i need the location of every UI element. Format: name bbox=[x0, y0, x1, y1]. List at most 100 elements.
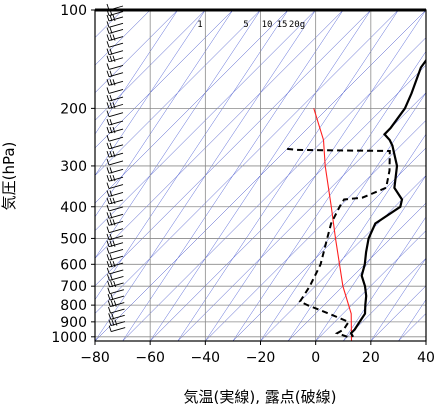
wind-barb-feather bbox=[106, 233, 110, 240]
wind-barb bbox=[106, 126, 124, 134]
mixing-ratio-label: 10 bbox=[262, 20, 273, 30]
wind-barb bbox=[106, 260, 124, 268]
wind-barb bbox=[106, 41, 124, 48]
isotherm-line bbox=[95, 10, 289, 204]
x-tick-label: −20 bbox=[246, 350, 276, 366]
wind-barb-feather bbox=[109, 48, 113, 55]
wind-barb-feather bbox=[107, 287, 111, 294]
wind-barb-feather bbox=[108, 325, 112, 332]
wind-barb-feather bbox=[112, 197, 116, 205]
mixing-ratio-label: 15 bbox=[277, 20, 288, 30]
x-tick-label: 0 bbox=[311, 350, 320, 366]
y-tick-label: 800 bbox=[60, 298, 87, 314]
wind-barb-feather bbox=[106, 48, 110, 55]
wind-barb-feather bbox=[112, 79, 116, 86]
wind-barb-feather bbox=[107, 274, 110, 281]
wind-barb-feather bbox=[106, 70, 110, 77]
wind-barb-feather bbox=[110, 280, 114, 288]
wind-barb-feather bbox=[106, 87, 110, 94]
mixing-ratio-label: 20g bbox=[289, 20, 305, 30]
guide-line bbox=[95, 10, 178, 135]
wind-barb bbox=[106, 182, 124, 190]
wind-barb bbox=[106, 21, 124, 28]
wind-barb bbox=[106, 63, 124, 70]
wind-barb-feather bbox=[109, 151, 113, 158]
wind-barb bbox=[108, 313, 125, 320]
wind-barb-feather bbox=[106, 102, 110, 109]
mixing-ratio-label: 5 bbox=[243, 20, 248, 30]
wind-barb-feather bbox=[108, 313, 112, 320]
wind-barb-staff bbox=[109, 289, 124, 295]
wind-barb-feather bbox=[106, 151, 110, 158]
wind-barb-feather bbox=[109, 142, 113, 149]
y-tick-label: 200 bbox=[60, 101, 87, 117]
wind-barb-feather bbox=[106, 27, 110, 34]
wind-barb-feather bbox=[110, 293, 114, 301]
wind-barb-feather bbox=[106, 260, 110, 268]
wind-barb-feather bbox=[109, 167, 113, 174]
labels: 気温(実線), 露点(破線) 気圧(hPa) bbox=[0, 142, 336, 406]
wind-barb-staff bbox=[108, 112, 124, 118]
wind-barb-staff bbox=[110, 308, 125, 314]
wind-barb-staff bbox=[109, 269, 124, 275]
wind-barb-feather bbox=[106, 126, 110, 134]
wind-barb bbox=[106, 167, 124, 174]
wind-barb-staff bbox=[108, 22, 124, 28]
wind-barb-staff bbox=[108, 42, 124, 48]
wind-barb bbox=[106, 94, 124, 102]
wind-barb-feather bbox=[106, 219, 110, 226]
wind-barb-feather bbox=[109, 55, 113, 62]
wind-barb-feather bbox=[109, 118, 113, 126]
wind-barb-staff bbox=[108, 160, 124, 166]
wind-barb bbox=[106, 151, 124, 158]
wind-barb-feather bbox=[113, 280, 117, 288]
wind-barb-feather bbox=[112, 175, 116, 182]
wind-barb bbox=[106, 48, 124, 56]
wind-barb-staff bbox=[108, 249, 124, 254]
wind-barb bbox=[106, 135, 124, 142]
background-grid bbox=[95, 10, 426, 341]
isotherm-line bbox=[95, 10, 344, 259]
wind-barb-feather bbox=[112, 14, 116, 22]
wind-barb-feather bbox=[109, 102, 113, 109]
wind-barb-feather bbox=[106, 79, 110, 86]
y-tick-label: 900 bbox=[60, 315, 87, 331]
wind-barb-feather bbox=[111, 313, 115, 320]
y-axis-title: 気圧(hPa) bbox=[0, 142, 18, 211]
y-tick-label: 700 bbox=[60, 279, 87, 295]
y-tick-label: 500 bbox=[60, 231, 87, 247]
wind-barb bbox=[107, 274, 124, 281]
wind-barb-feather bbox=[106, 94, 110, 102]
x-tick-label: 20 bbox=[362, 350, 380, 366]
wind-barb bbox=[106, 102, 124, 109]
wind-barb bbox=[106, 14, 124, 22]
wind-barb-feather bbox=[106, 167, 110, 174]
wind-barb bbox=[106, 267, 124, 275]
x-tick-label: −40 bbox=[191, 350, 221, 366]
wind-barb-feather bbox=[109, 79, 113, 86]
wind-barb-feather bbox=[106, 158, 110, 166]
wind-barb-feather bbox=[109, 190, 113, 197]
wind-barb bbox=[106, 226, 124, 234]
wind-barb-feather bbox=[112, 240, 116, 247]
wind-barb-feather bbox=[108, 306, 111, 314]
dewpoint-line bbox=[287, 147, 391, 338]
wind-barb bbox=[106, 233, 124, 241]
wind-barb-staff bbox=[108, 206, 124, 212]
wind-barb-feather bbox=[112, 151, 116, 158]
wind-barb bbox=[106, 55, 124, 63]
wind-barb bbox=[108, 306, 125, 314]
wind-barb bbox=[106, 158, 124, 166]
wind-barb-feather bbox=[106, 212, 110, 219]
wind-barb bbox=[107, 300, 125, 307]
wind-barb-staff bbox=[108, 184, 124, 190]
wind-barb bbox=[106, 110, 124, 118]
guide-line bbox=[95, 10, 206, 176]
wind-barb bbox=[106, 79, 124, 86]
wind-barb bbox=[106, 197, 124, 205]
wind-barb-feather bbox=[106, 142, 110, 149]
wind-barb-feather bbox=[106, 197, 110, 205]
wind-barb-feather bbox=[109, 240, 113, 247]
